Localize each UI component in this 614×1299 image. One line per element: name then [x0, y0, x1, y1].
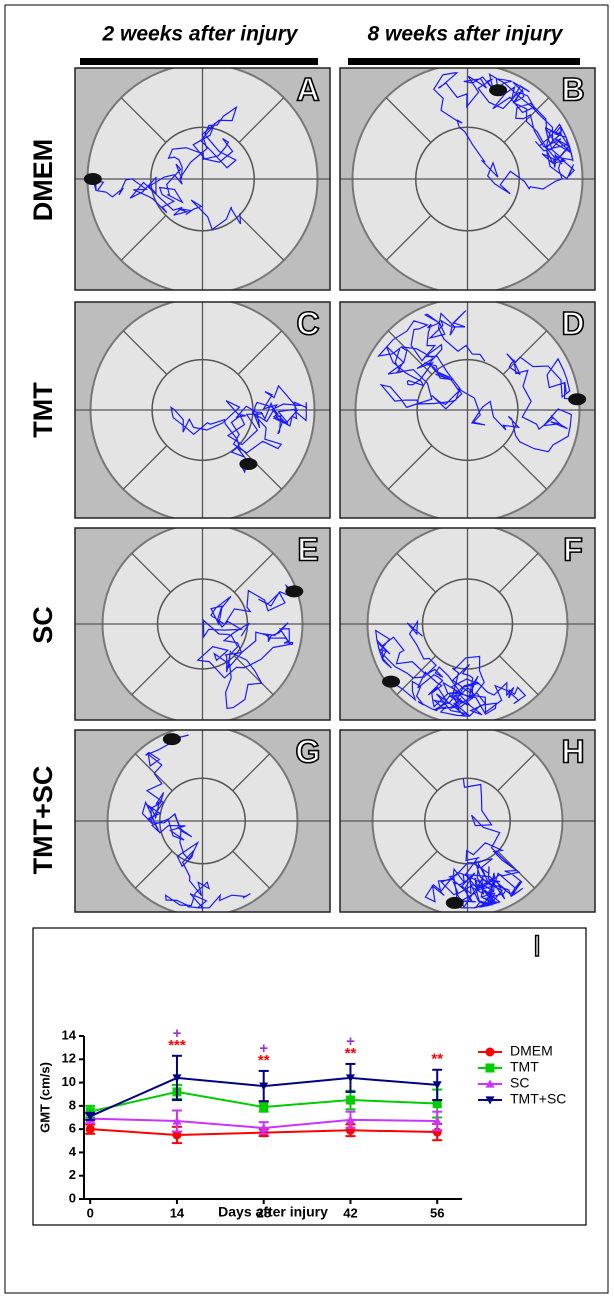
figure: 2 weeks after injury 8 weeks after injur…	[0, 0, 614, 1299]
chart-border	[33, 928, 586, 1225]
annotation: **	[431, 1051, 443, 1068]
legend-label: TMT	[510, 1059, 539, 1075]
column-bar	[348, 58, 580, 65]
legend-label: DMEM	[510, 1043, 553, 1059]
panel-label: B	[561, 71, 584, 107]
mouse	[446, 897, 464, 909]
mouse	[489, 84, 507, 96]
panel-image	[75, 726, 330, 916]
y-tick-label: 12	[62, 1051, 76, 1066]
panel-label: H	[561, 733, 584, 769]
panel-image	[340, 524, 595, 724]
panel-label: C	[296, 305, 319, 341]
panel: A	[75, 64, 330, 294]
panel-image	[75, 524, 330, 724]
x-tick-label: 42	[343, 1205, 357, 1220]
row-label: SC	[28, 606, 58, 644]
panel: B	[340, 64, 595, 294]
mouse	[285, 585, 303, 597]
y-tick-label: 8	[69, 1097, 76, 1112]
panel-label: F	[563, 531, 583, 567]
column-header: 8 weeks after injury	[368, 23, 564, 46]
legend-label: SC	[510, 1075, 529, 1091]
marker	[86, 1125, 95, 1134]
annotation: +	[259, 1040, 268, 1057]
panel-label: D	[561, 305, 584, 341]
marker	[259, 1103, 268, 1112]
x-tick-label: 56	[430, 1205, 444, 1220]
panel-image	[75, 298, 330, 522]
marker	[346, 1096, 355, 1105]
y-tick-label: 4	[69, 1144, 77, 1159]
panel: F	[340, 524, 595, 724]
panel-image	[340, 726, 595, 916]
panel: H	[340, 726, 595, 916]
mouse	[163, 733, 181, 745]
panel-label: E	[297, 531, 318, 567]
annotation: +	[346, 1033, 355, 1050]
x-tick-label: 14	[170, 1205, 185, 1220]
y-tick-label: 2	[69, 1167, 76, 1182]
panel-label: A	[296, 71, 319, 107]
column-header: 2 weeks after injury	[102, 23, 299, 46]
page: 2 weeks after injury 8 weeks after injur…	[0, 0, 614, 1299]
y-tick-label: 0	[69, 1190, 76, 1205]
mouse	[568, 393, 586, 405]
panel-label: G	[296, 733, 321, 769]
panel: D	[340, 298, 595, 522]
x-tick-label: 0	[87, 1205, 94, 1220]
panel: E	[75, 524, 330, 724]
panel-image	[75, 64, 330, 294]
y-tick-label: 10	[62, 1074, 76, 1089]
legend-marker	[486, 1064, 495, 1073]
y-tick-label: 6	[69, 1121, 76, 1136]
mouse	[382, 676, 400, 688]
legend-marker	[486, 1048, 495, 1057]
panel: C	[75, 298, 330, 522]
row-label: DMEM	[28, 139, 58, 222]
panel-image	[340, 64, 595, 294]
column-bar	[80, 58, 318, 65]
y-axis-label: GMT (cm/s)	[37, 1062, 52, 1133]
row-label: TMT+SC	[28, 766, 58, 875]
row-label: TMT	[28, 382, 58, 438]
chart-panel-label: I	[533, 930, 541, 963]
panel: G	[75, 726, 330, 916]
legend-label: TMT+SC	[510, 1091, 566, 1107]
y-tick-label: 14	[62, 1027, 77, 1042]
mouse	[239, 458, 257, 470]
x-axis-label: Days after injury	[218, 1204, 328, 1220]
annotation: +	[173, 1025, 182, 1042]
panel-image	[340, 298, 595, 522]
mouse	[84, 173, 102, 185]
